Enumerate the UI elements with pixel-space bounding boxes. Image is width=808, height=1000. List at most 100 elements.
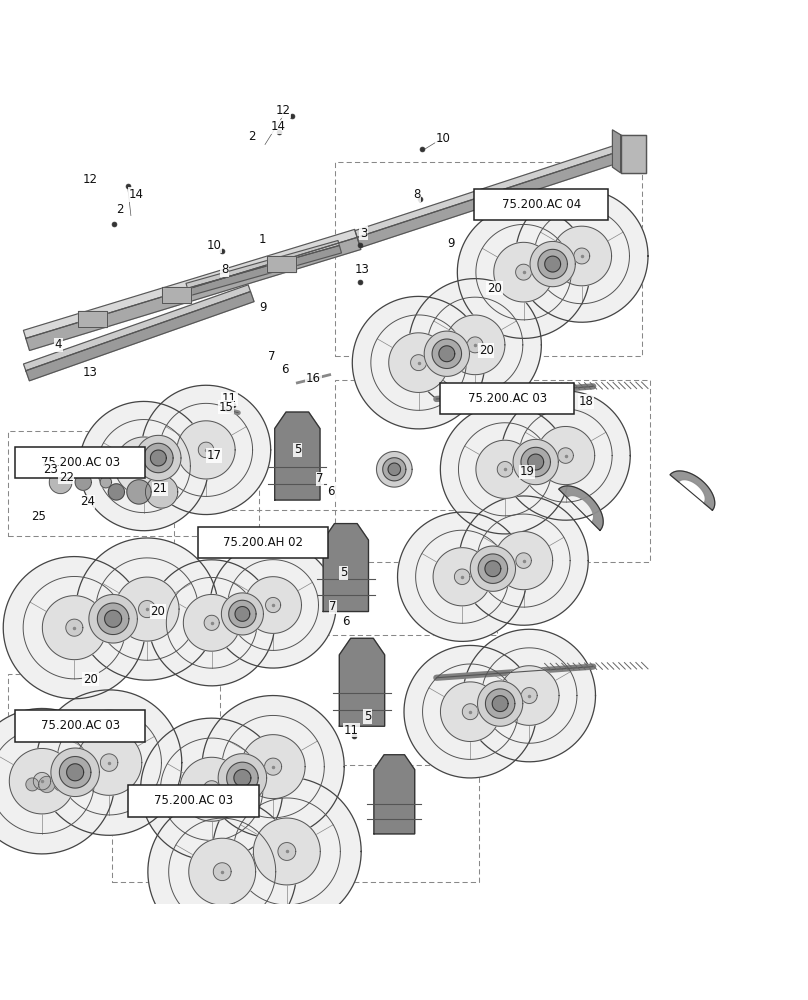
FancyBboxPatch shape [128,785,259,817]
Polygon shape [457,206,590,338]
Text: 5: 5 [364,710,372,723]
Polygon shape [204,615,219,630]
Polygon shape [98,603,129,635]
Polygon shape [39,776,55,792]
Polygon shape [77,730,142,795]
Polygon shape [410,355,427,371]
Text: 21: 21 [153,482,167,495]
Polygon shape [552,226,612,286]
Polygon shape [516,553,532,568]
Polygon shape [65,619,83,636]
Text: 24: 24 [80,495,95,508]
Polygon shape [374,755,415,834]
Polygon shape [100,754,118,771]
Polygon shape [323,524,368,612]
Polygon shape [150,450,166,466]
Polygon shape [115,437,173,495]
Bar [8,674,220,779]
Polygon shape [355,144,621,237]
Bar [335,380,650,562]
FancyBboxPatch shape [198,527,328,558]
Polygon shape [183,594,240,651]
Text: 4: 4 [54,338,62,351]
Polygon shape [377,452,412,487]
Polygon shape [203,781,221,798]
Polygon shape [241,735,305,799]
Text: 75.200.AC 03: 75.200.AC 03 [468,392,547,405]
Polygon shape [612,130,621,173]
Polygon shape [42,596,107,660]
Polygon shape [275,412,320,500]
Polygon shape [467,337,483,353]
Polygon shape [82,779,93,790]
Polygon shape [186,241,339,288]
Text: 9: 9 [447,237,455,250]
Polygon shape [26,237,361,350]
Polygon shape [516,264,532,280]
Polygon shape [528,454,544,470]
Polygon shape [213,777,361,926]
Polygon shape [23,285,250,371]
Polygon shape [424,331,469,376]
Polygon shape [486,689,515,718]
Text: 7: 7 [267,350,276,363]
Polygon shape [221,593,263,635]
Text: 22: 22 [59,471,74,484]
Polygon shape [492,696,508,712]
Polygon shape [494,242,553,302]
Text: 2: 2 [248,130,256,143]
Text: 20: 20 [83,673,98,686]
Text: 75.200.AC 03: 75.200.AC 03 [41,456,120,469]
Polygon shape [51,748,99,797]
Polygon shape [234,769,250,786]
Text: 3: 3 [360,227,368,240]
Polygon shape [179,757,244,821]
Polygon shape [339,638,385,726]
Polygon shape [108,484,124,500]
Text: 25: 25 [32,510,46,523]
Polygon shape [478,681,523,726]
FancyBboxPatch shape [474,189,608,220]
Polygon shape [478,554,507,583]
Polygon shape [440,682,500,742]
Polygon shape [558,448,574,463]
Text: 7: 7 [316,472,324,485]
Polygon shape [357,151,624,248]
Polygon shape [245,577,301,633]
Polygon shape [198,442,214,458]
Polygon shape [440,405,570,534]
Polygon shape [227,762,259,794]
Polygon shape [177,421,235,479]
Polygon shape [79,401,208,531]
Text: 8: 8 [413,188,421,201]
Polygon shape [54,778,67,791]
Text: 75.200.AC 04: 75.200.AC 04 [502,198,581,211]
Text: 7: 7 [329,600,337,613]
Polygon shape [202,696,344,838]
Polygon shape [141,718,283,860]
Text: 12: 12 [276,104,290,117]
Text: 1: 1 [259,233,267,246]
Text: 13: 13 [83,366,98,379]
Text: 17: 17 [207,449,221,462]
Polygon shape [144,443,173,473]
Text: 8: 8 [221,263,229,276]
Polygon shape [501,391,630,520]
Polygon shape [352,296,485,429]
Polygon shape [149,560,275,686]
Polygon shape [26,292,254,381]
Polygon shape [148,797,297,946]
Polygon shape [10,748,74,814]
Polygon shape [574,248,590,264]
Polygon shape [67,764,84,781]
Polygon shape [0,708,115,854]
Text: 19: 19 [520,465,534,478]
Polygon shape [69,780,79,789]
Polygon shape [497,462,513,477]
Text: 23: 23 [43,463,57,476]
Polygon shape [545,256,561,272]
Polygon shape [463,629,595,762]
Polygon shape [432,339,461,368]
Polygon shape [3,557,145,699]
Bar [174,510,497,635]
